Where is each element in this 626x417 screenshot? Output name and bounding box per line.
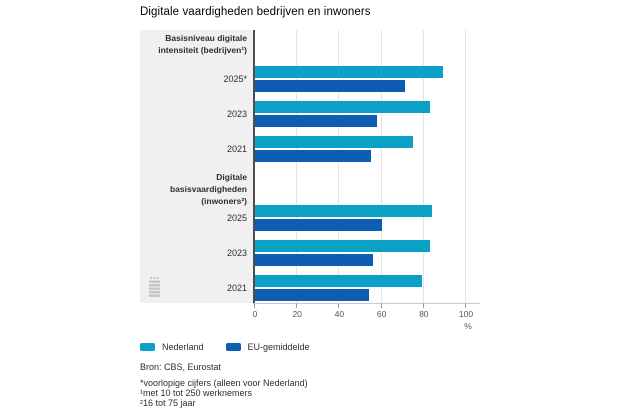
year-label: 2025* [223, 74, 247, 84]
legend-swatch-nederland [140, 343, 155, 351]
legend-item-nederland: Nederland [140, 342, 204, 352]
bar-nederland [255, 240, 431, 252]
legend-label-nederland: Nederland [162, 342, 204, 352]
bar-eu [255, 150, 372, 162]
legend: Nederland EU-gemiddelde [140, 342, 332, 352]
y-axis-line [253, 30, 255, 303]
bar-nederland [255, 101, 431, 113]
group-label: Digitale basisvaardigheden (inwoners²) [169, 172, 247, 206]
year-label: 2021 [226, 283, 247, 293]
axis-tick [254, 304, 255, 308]
axis-tick [338, 304, 340, 308]
bar-nederland [255, 275, 422, 287]
bar-eu [255, 115, 378, 127]
group-label: Basisniveau digitale intensiteit (bedrijv… [158, 33, 247, 55]
chart-title: Digitale vaardigheden bedrijven en inwon… [140, 6, 371, 18]
bar-eu [255, 219, 382, 231]
bar-eu [255, 289, 369, 301]
x-axis: 0 20 40 60 80 100% [253, 304, 480, 336]
axis-unit-label: % [464, 321, 472, 331]
bar-eu [255, 80, 405, 92]
axis-tick [422, 304, 424, 308]
category-panel: Basisniveau digitale intensiteit (bedrijv… [140, 30, 253, 303]
footnote-leeftijd: ²16 tot 75 jaar [140, 398, 196, 408]
year-label: 2021 [226, 144, 247, 154]
axis-tick [296, 304, 298, 308]
bar-nederland [255, 136, 414, 148]
year-label: 2025 [226, 213, 247, 223]
axis-tick [380, 304, 382, 308]
gridline [422, 30, 424, 303]
axis-tick-label: 40 [334, 309, 345, 319]
cbs-logo-watermark [149, 277, 160, 297]
gridline [465, 30, 466, 303]
bar-nederland [255, 205, 433, 217]
gridline [296, 30, 298, 303]
axis-tick-label: 100 [458, 309, 474, 319]
bar-nederland [255, 66, 443, 78]
axis-tick-label: 80 [419, 309, 429, 319]
footnotes: *voorlopige cijfers (alleen voor Nederla… [140, 378, 308, 408]
year-label: 2023 [226, 248, 247, 258]
axis-tick-label: 60 [376, 309, 387, 319]
footnote-voorlopig: *voorlopige cijfers (alleen voor Nederla… [140, 378, 308, 388]
legend-swatch-eu [225, 343, 241, 351]
plot-area [253, 30, 480, 304]
axis-tick-label: 20 [292, 309, 302, 319]
axis-tick-label: 0 [252, 309, 258, 319]
legend-label-eu: EU-gemiddelde [247, 342, 310, 352]
gridline [338, 30, 340, 303]
bar-eu [255, 254, 374, 266]
source-line: Bron: CBS, Eurostat [140, 362, 222, 372]
axis-tick [465, 304, 466, 308]
legend-item-eu: EU-gemiddelde [225, 342, 310, 352]
footnote-werknemers: ¹met 10 tot 250 werknemers [140, 388, 253, 398]
gridline [380, 30, 382, 303]
year-label: 2023 [226, 109, 247, 119]
